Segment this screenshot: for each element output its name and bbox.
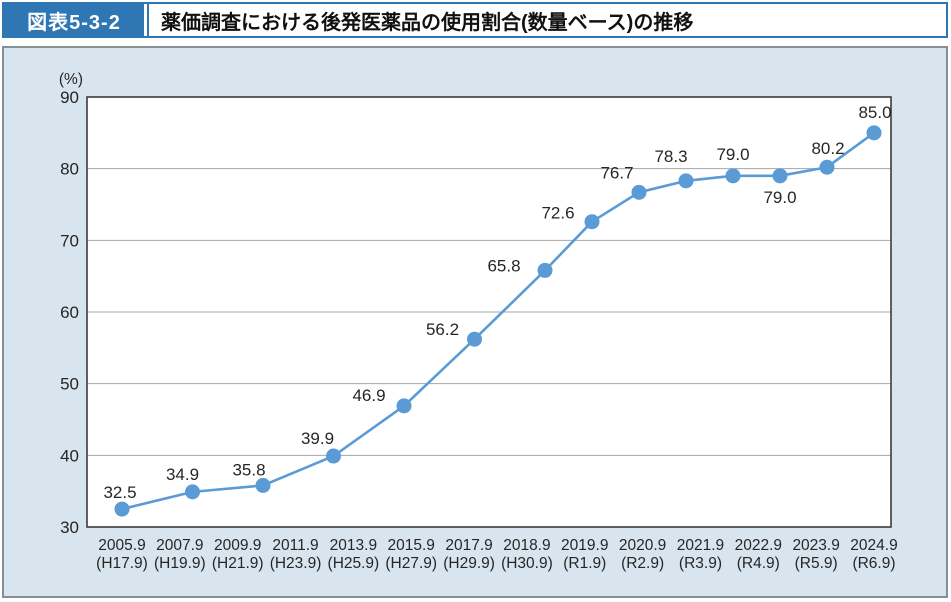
x-axis-label: 2024.9 (R6.9) xyxy=(850,537,897,572)
figure-header: 図表5-3-2 薬価調査における後発医薬品の使用割合(数量ベース)の推移 xyxy=(2,2,948,38)
data-point-label: 65.8 xyxy=(487,256,520,275)
x-axis-label: 2009.9 (H21.9) xyxy=(212,537,264,572)
data-point xyxy=(866,125,882,141)
y-axis-label: 40 xyxy=(60,446,79,465)
figure-title: 薬価調査における後発医薬品の使用割合(数量ベース)の推移 xyxy=(161,11,694,34)
data-point xyxy=(819,159,835,175)
data-point-label: 78.3 xyxy=(654,147,687,166)
data-point xyxy=(584,214,600,230)
data-point xyxy=(537,262,553,278)
x-axis-label: 2005.9 (H17.9) xyxy=(96,537,148,572)
x-axis-label: 2019.9 (R1.9) xyxy=(561,537,608,572)
data-point-label: 80.2 xyxy=(811,139,844,158)
data-point-label: 79.0 xyxy=(763,188,796,207)
data-point-label: 76.7 xyxy=(600,163,633,182)
data-point-label: 32.5 xyxy=(103,483,136,502)
data-point xyxy=(678,173,694,189)
data-point xyxy=(114,501,130,517)
data-point xyxy=(725,168,741,184)
data-point-label: 79.0 xyxy=(716,145,749,164)
data-point xyxy=(772,168,788,184)
data-point-label: 56.2 xyxy=(426,320,459,339)
trend-line xyxy=(121,131,875,511)
x-axis-label: 2023.9 (R5.9) xyxy=(792,537,839,572)
data-point-label: 85.0 xyxy=(858,103,891,122)
y-axis-label: 80 xyxy=(60,160,79,179)
data-point-label: 46.9 xyxy=(352,386,385,405)
data-point-label: 39.9 xyxy=(301,429,334,448)
y-axis-label: 60 xyxy=(60,303,79,322)
data-point-label: 35.8 xyxy=(232,460,265,479)
x-axis-label: 2021.9 (R3.9) xyxy=(677,537,724,572)
data-point xyxy=(467,331,482,347)
chart-svg: 90 80 70 60 50 40 30 (%) 2005.9 (H17.9)2007.9 (H19… xyxy=(59,71,898,572)
chart-panel: 90 80 70 60 50 40 30 (%) 2005.9 (H17.9) 2007.9 (H19… xyxy=(2,46,948,598)
data-point xyxy=(396,398,412,414)
header-divider xyxy=(144,4,149,36)
x-axis-label: 2015.9 (H27.9) xyxy=(385,537,437,572)
data-point-label: 34.9 xyxy=(166,465,199,484)
data-point xyxy=(185,484,200,500)
data-point-label: 72.6 xyxy=(541,204,574,223)
x-axis-label: 2011.9 (H23.9) xyxy=(270,537,322,572)
plot-frame xyxy=(86,96,892,528)
x-axis-label: 2017.9 (H29.9) xyxy=(443,537,495,572)
y-axis-label: 50 xyxy=(60,375,79,394)
data-point xyxy=(631,184,647,200)
y-axis-label: 70 xyxy=(60,231,79,250)
y-axis-label: 30 xyxy=(60,518,79,537)
data-point xyxy=(255,477,271,493)
percent-unit-label: (%) xyxy=(59,71,83,88)
figure-number-badge: 図表5-3-2 xyxy=(4,4,144,36)
x-axis-label: 2007.9 (H19.9) xyxy=(154,537,206,572)
data-point xyxy=(326,448,341,464)
x-axis-label: 2022.9 (R4.9) xyxy=(735,537,782,572)
x-axis-label: 2018.9 (H30.9) xyxy=(501,537,553,572)
x-axis-label: 2013.9 (H25.9) xyxy=(328,537,380,572)
x-axis-label: 2020.9 (R2.9) xyxy=(619,537,666,572)
y-axis-label: 90 xyxy=(60,88,79,107)
figure-number: 図表5-3-2 xyxy=(27,11,121,34)
